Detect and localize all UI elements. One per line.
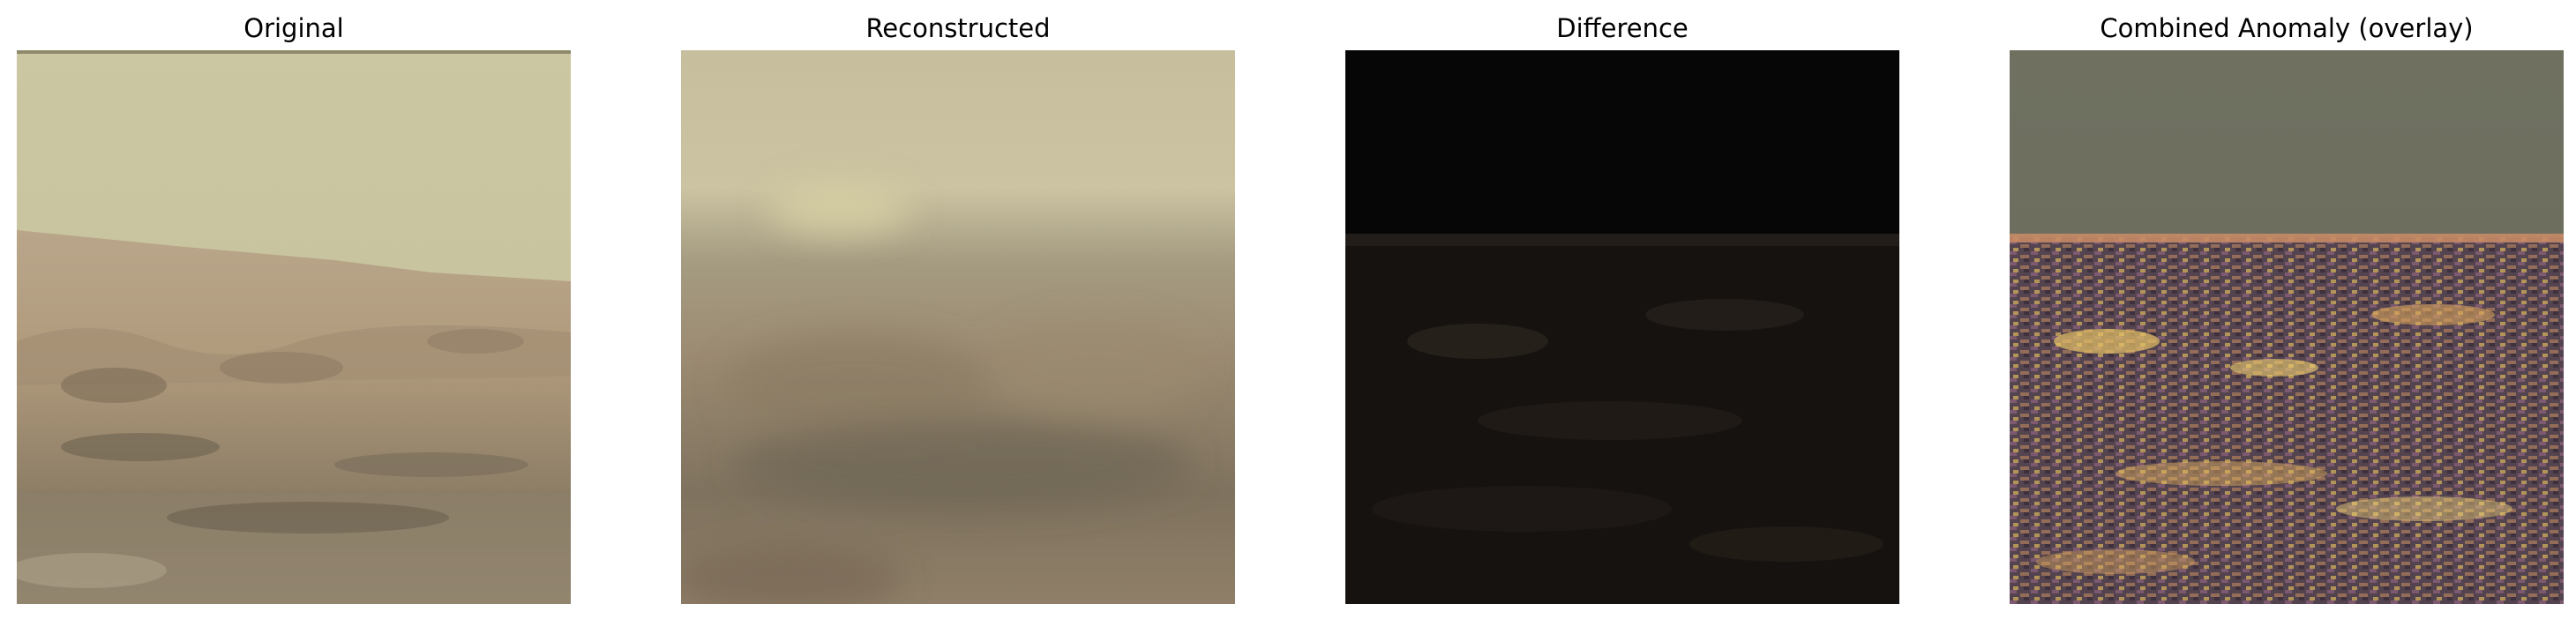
panel-combined-anomaly: Combined Anomaly (overlay) — [2010, 0, 2564, 619]
combined-anomaly-image — [2010, 50, 2564, 604]
panel-reconstructed: Reconstructed — [681, 0, 1235, 619]
panel-original: Original — [17, 0, 571, 619]
panel-title-original: Original — [243, 13, 344, 43]
reconstructed-image — [681, 50, 1235, 604]
original-image — [17, 50, 571, 604]
difference-image — [1345, 50, 1899, 604]
panel-title-reconstructed: Reconstructed — [865, 13, 1051, 43]
panel-title-combined-anomaly: Combined Anomaly (overlay) — [2100, 13, 2474, 43]
panel-title-difference: Difference — [1556, 13, 1689, 43]
panel-difference: Difference — [1345, 0, 1899, 619]
